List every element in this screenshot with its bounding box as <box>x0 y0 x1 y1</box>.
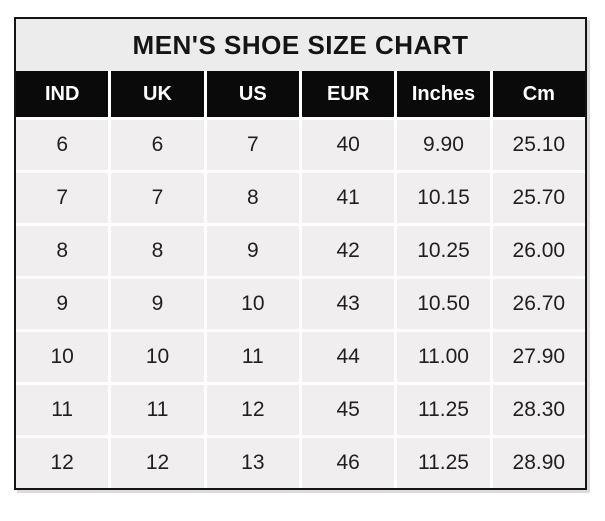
table-cell-row4: 26.70 <box>492 279 585 329</box>
table-cell-row4: 10 <box>206 279 299 329</box>
table-cell-row7: 28.90 <box>492 438 585 488</box>
table-cell-row5: 10 <box>111 332 204 382</box>
table-cell-row3: 42 <box>302 226 395 276</box>
table-cell-row1: 9.90 <box>397 120 490 170</box>
table-cell-row6: 11 <box>111 385 204 435</box>
column-header-eur: EUR <box>302 71 395 117</box>
column-header-ind: IND <box>16 71 109 117</box>
table-cell-row3: 26.00 <box>492 226 585 276</box>
table-cell-row5: 44 <box>302 332 395 382</box>
table-cell-row7: 13 <box>206 438 299 488</box>
shoe-size-chart: MEN'S SHOE SIZE CHART IND UK US EUR Inches Cm… <box>14 17 587 490</box>
table-cell-row5: 10 <box>16 332 109 382</box>
table-cell-row2: 41 <box>302 173 395 223</box>
table-cell-row1: 7 <box>206 120 299 170</box>
table-cell-row6: 45 <box>302 385 395 435</box>
table-cell-row1: 6 <box>111 120 204 170</box>
table-cell-row7: 46 <box>302 438 395 488</box>
column-header-cm: Cm <box>492 71 585 117</box>
chart-title: MEN'S SHOE SIZE CHART <box>16 19 585 71</box>
table-cell-row2: 10.15 <box>397 173 490 223</box>
table-cell-row6: 12 <box>206 385 299 435</box>
table-cell-row2: 7 <box>16 173 109 223</box>
table-cell-row5: 27.90 <box>492 332 585 382</box>
table-cell-row3: 10.25 <box>397 226 490 276</box>
column-header-us: US <box>206 71 299 117</box>
column-header-uk: UK <box>111 71 204 117</box>
table-cell-row6: 28.30 <box>492 385 585 435</box>
table-cell-row4: 9 <box>16 279 109 329</box>
table-cell-row7: 11.25 <box>397 438 490 488</box>
table-cell-row2: 8 <box>206 173 299 223</box>
table-cell-row2: 25.70 <box>492 173 585 223</box>
table-cell-row1: 40 <box>302 120 395 170</box>
table-cell-row4: 43 <box>302 279 395 329</box>
table-cell-row3: 9 <box>206 226 299 276</box>
column-header-inches: Inches <box>397 71 490 117</box>
table-cell-row4: 10.50 <box>397 279 490 329</box>
table-cell-row6: 11 <box>16 385 109 435</box>
table-cell-row1: 6 <box>16 120 109 170</box>
table-cell-row3: 8 <box>16 226 109 276</box>
table-cell-row5: 11.00 <box>397 332 490 382</box>
table-cell-row7: 12 <box>111 438 204 488</box>
table-cell-row2: 7 <box>111 173 204 223</box>
table-cell-row5: 11 <box>206 332 299 382</box>
size-table: IND UK US EUR Inches Cm 6 6 7 40 9.90 25.10 7 7 8 41 10.… <box>16 71 585 488</box>
table-cell-row6: 11.25 <box>397 385 490 435</box>
table-cell-row3: 8 <box>111 226 204 276</box>
table-cell-row1: 25.10 <box>492 120 585 170</box>
table-cell-row7: 12 <box>16 438 109 488</box>
table-cell-row4: 9 <box>111 279 204 329</box>
